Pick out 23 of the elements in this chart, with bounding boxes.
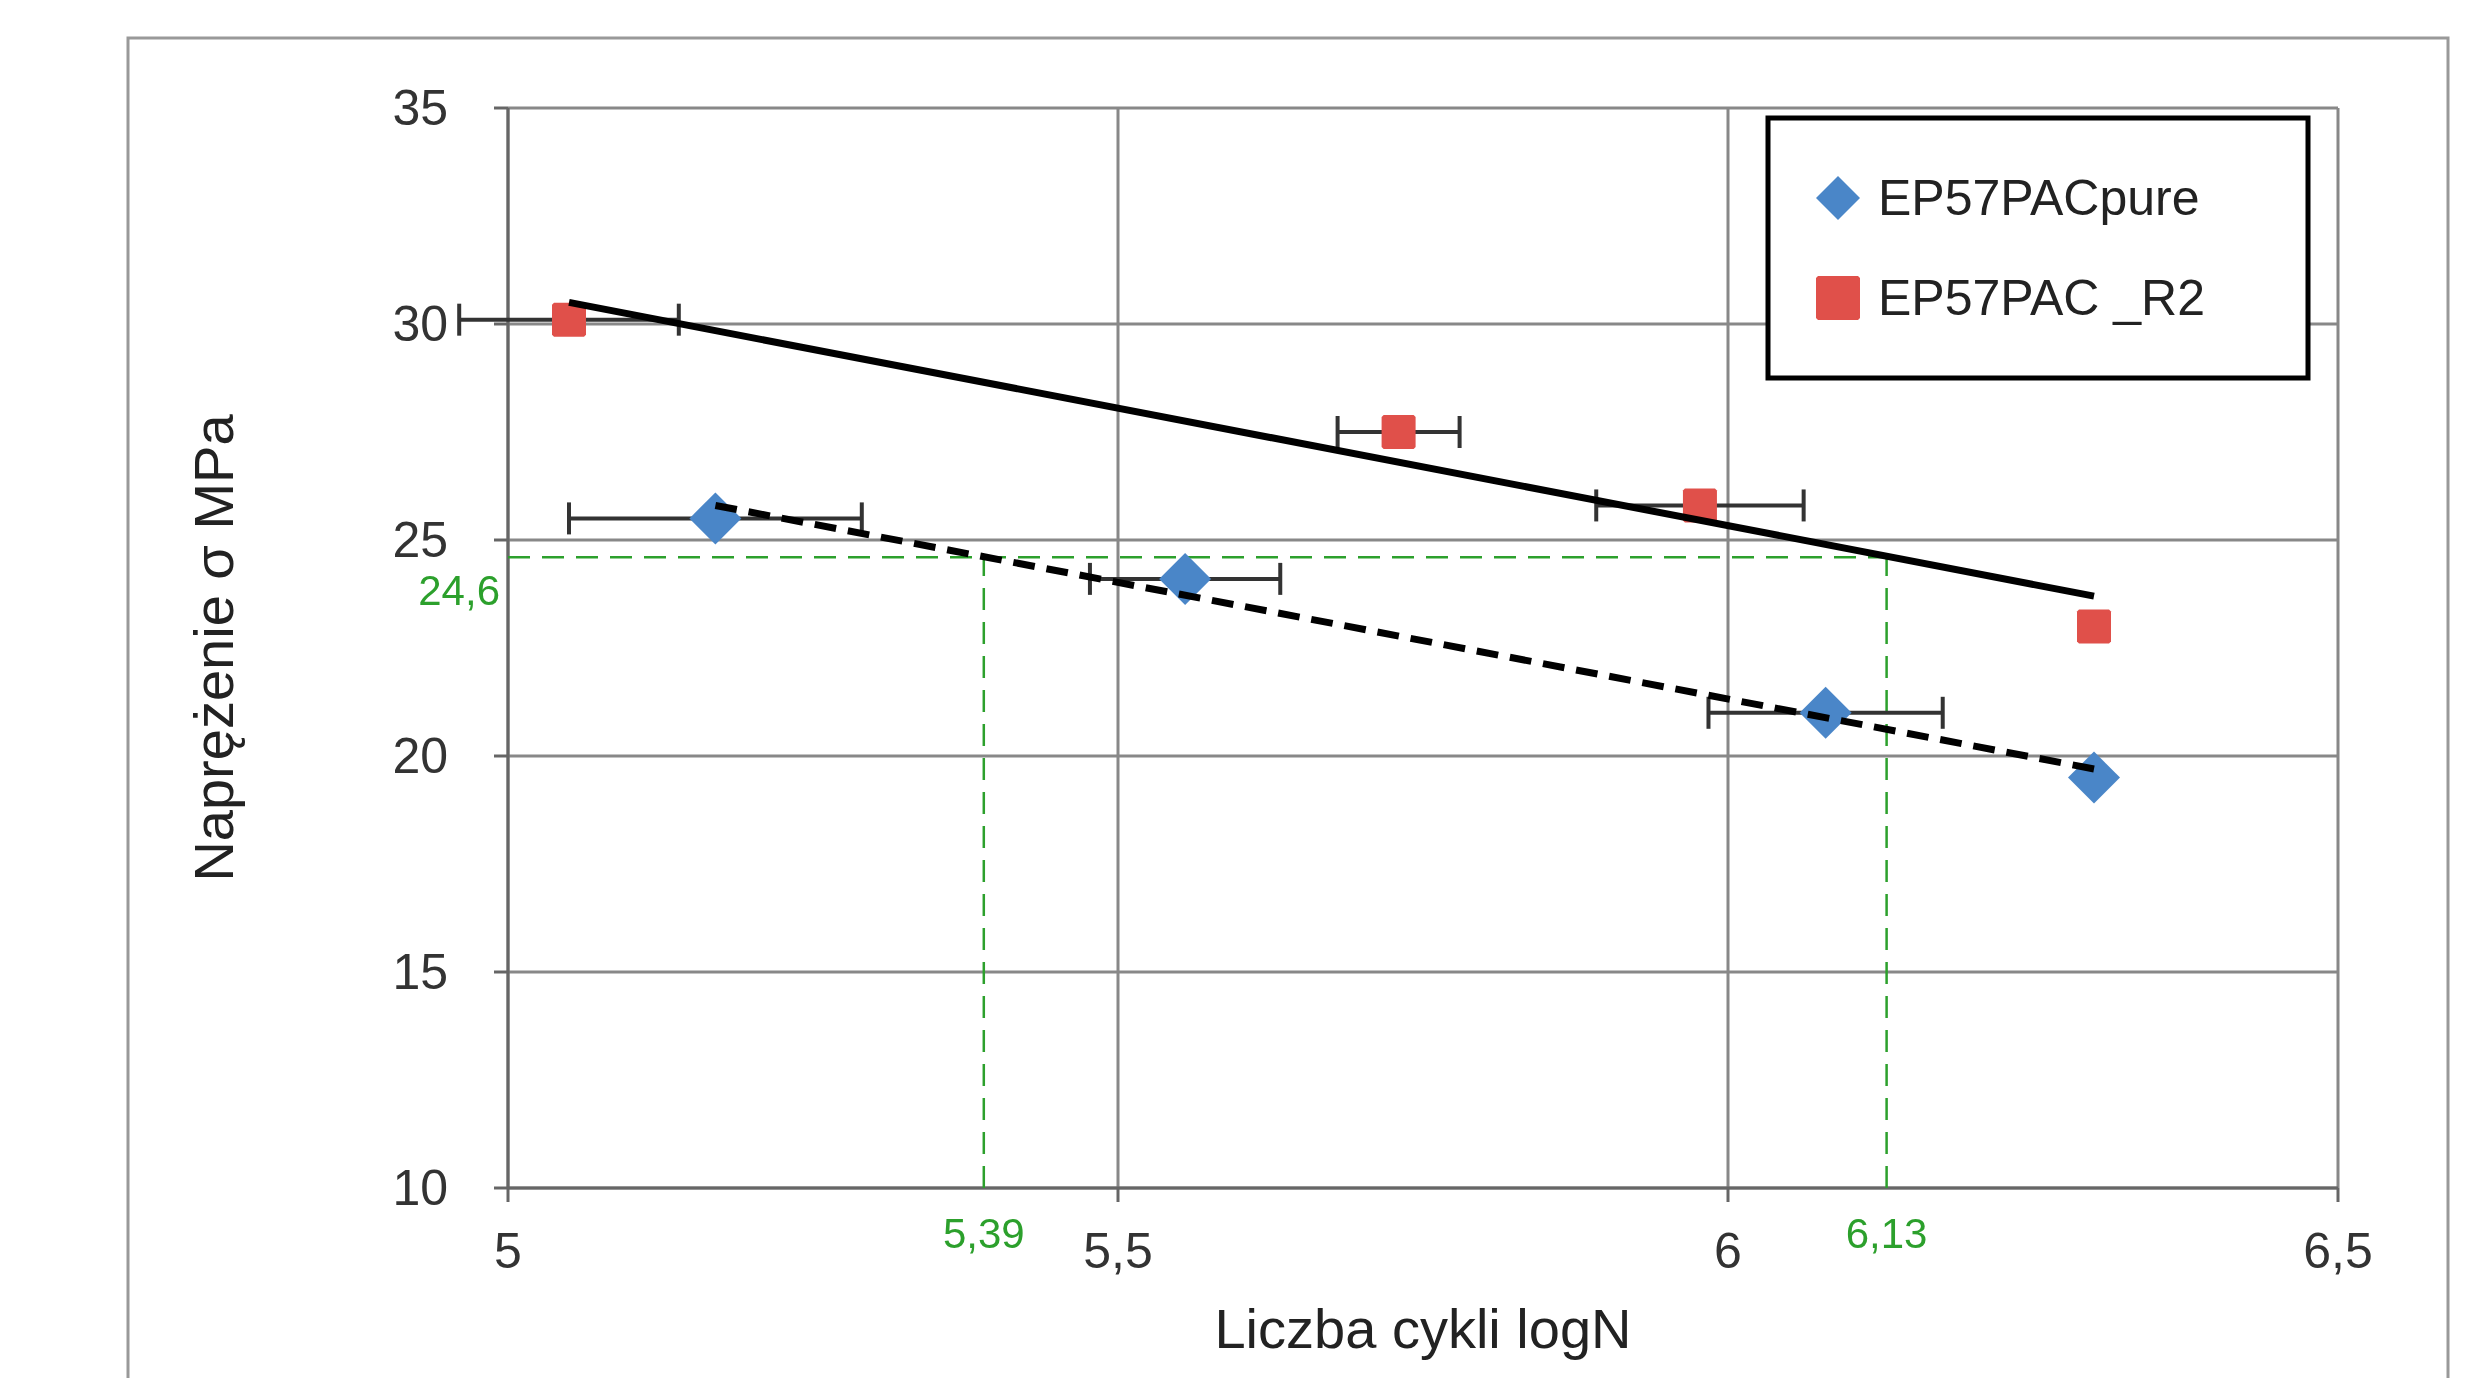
- ref-line-label: 6,13: [1845, 1210, 1928, 1257]
- y-tick-label: 30: [392, 296, 448, 352]
- y-axis-title: Naprężenie σ MPa: [182, 413, 245, 882]
- x-tick-label: 6: [1714, 1223, 1742, 1279]
- y-tick-label: 25: [392, 512, 448, 568]
- point: [1381, 415, 1416, 449]
- x-axis-title: Liczba cykli logN: [1214, 1297, 1632, 1360]
- legend-label: EP57PAC _R2: [1878, 270, 2206, 326]
- y-tick-label: 20: [392, 728, 448, 784]
- point: [2068, 751, 2120, 804]
- x-tick-label: 5,5: [1083, 1223, 1153, 1279]
- legend-label: EP57PACpure: [1878, 170, 2200, 226]
- y-tick-label: 35: [392, 80, 448, 136]
- ref-line-label: 5,39: [942, 1210, 1025, 1257]
- x-tick-label: 5: [494, 1223, 522, 1279]
- point: [2077, 609, 2111, 644]
- x-tick-label: 6,5: [2303, 1223, 2373, 1279]
- y-tick-label: 15: [392, 944, 448, 1000]
- y-tick-label: 10: [392, 1160, 448, 1216]
- point: [689, 492, 742, 545]
- ref-line-label: 24,6: [418, 567, 500, 615]
- point: [552, 302, 586, 337]
- point: [1159, 552, 1212, 605]
